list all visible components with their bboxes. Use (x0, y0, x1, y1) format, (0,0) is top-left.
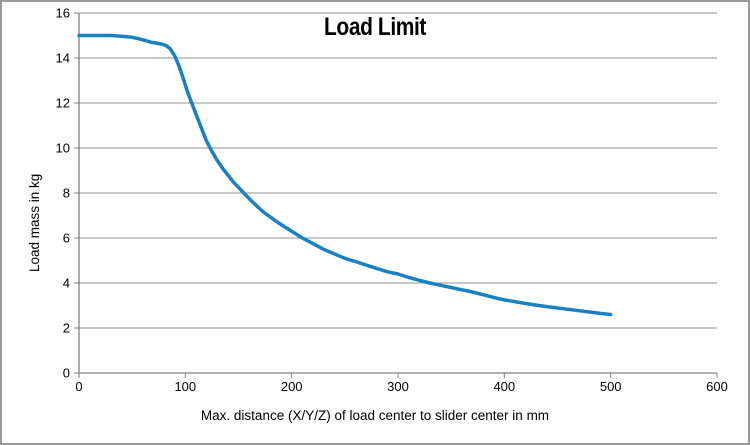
y-tick-label: 14 (56, 51, 70, 66)
y-tick-label: 16 (56, 6, 70, 21)
y-tick-label: 8 (63, 186, 70, 201)
y-tick-label: 10 (56, 141, 70, 156)
y-tick-label: 2 (63, 321, 70, 336)
y-tick-label: 6 (63, 231, 70, 246)
x-axis-title: Max. distance (X/Y/Z) of load center to … (200, 408, 550, 423)
x-tick-label: 400 (493, 379, 515, 394)
x-tick-label: 600 (706, 379, 728, 394)
x-tick-label: 500 (600, 379, 622, 394)
x-tick-label: 100 (174, 379, 196, 394)
x-tick-label: 300 (387, 379, 409, 394)
chart-title: Load Limit (324, 13, 426, 41)
load-limit-curve (77, 33, 613, 317)
y-tick-label: 4 (63, 276, 70, 291)
y-tick-label: 12 (56, 96, 70, 111)
y-tick-label: 0 (63, 366, 70, 381)
x-tick-label: 0 (75, 379, 82, 394)
x-tick-label: 200 (281, 379, 303, 394)
